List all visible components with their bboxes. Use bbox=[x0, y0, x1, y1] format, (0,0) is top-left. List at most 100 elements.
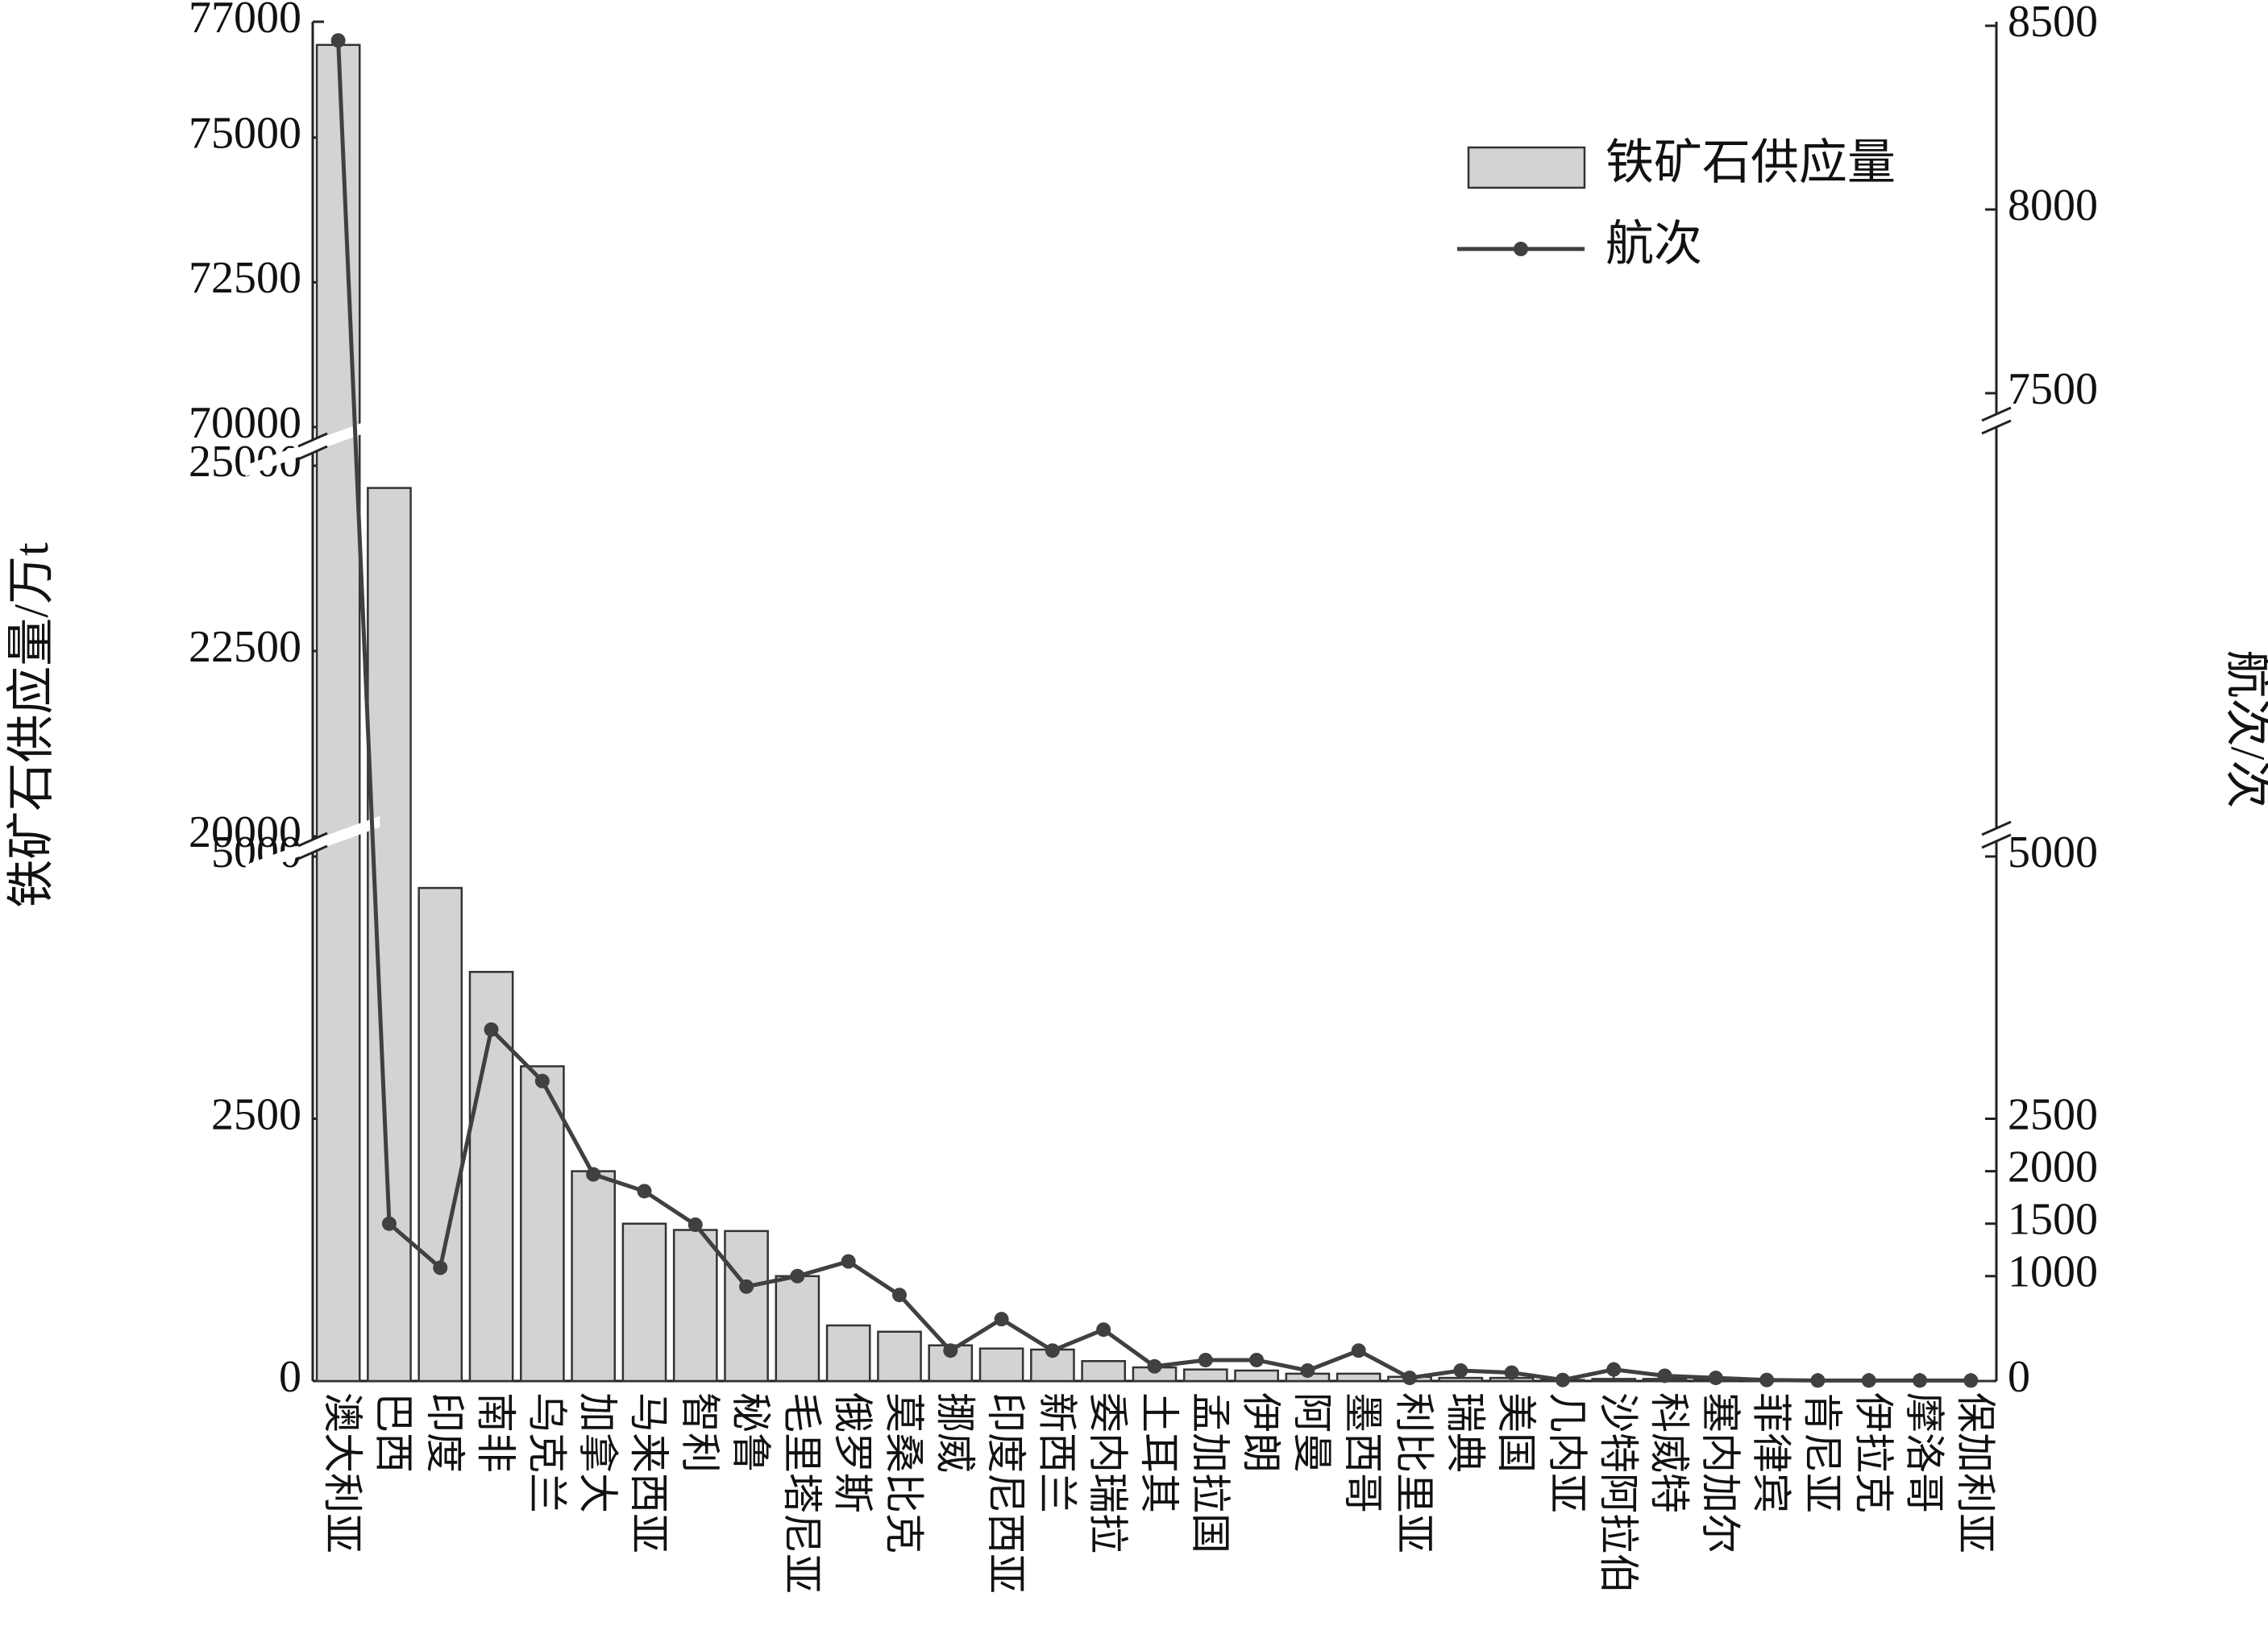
x-tick-label: 南非 bbox=[473, 1392, 518, 1473]
x-tick-label: 几内亚 bbox=[1544, 1392, 1589, 1513]
axis-break-mark bbox=[1981, 406, 2012, 422]
legend-label: 铁矿石供应量 bbox=[1605, 136, 1896, 189]
x-tick-label: 毛里塔尼亚 bbox=[779, 1392, 825, 1594]
marker bbox=[1913, 1373, 1928, 1388]
x-tick-label: 莫桑比克 bbox=[882, 1392, 927, 1553]
x-tick-label: 伊朗 bbox=[1239, 1392, 1284, 1473]
legend-swatch bbox=[1467, 146, 1586, 189]
legend-label: 航次 bbox=[1605, 218, 1702, 271]
bar bbox=[672, 1229, 718, 1383]
axis-break-gap bbox=[1980, 823, 2013, 847]
marker bbox=[1555, 1372, 1570, 1387]
bar bbox=[1081, 1360, 1127, 1383]
marker bbox=[433, 1260, 448, 1275]
bar bbox=[417, 886, 463, 1383]
marker bbox=[586, 1167, 601, 1182]
marker bbox=[1759, 1372, 1775, 1387]
marker bbox=[1810, 1373, 1826, 1388]
axis-break-mark bbox=[297, 445, 328, 461]
y2-tick-label: 7500 bbox=[2008, 364, 2098, 414]
axis-break-mark bbox=[297, 832, 328, 848]
marker bbox=[1708, 1371, 1723, 1386]
bar bbox=[621, 1222, 667, 1383]
y-axis-title: 铁矿石供应量/万t bbox=[5, 542, 58, 908]
bar bbox=[825, 1324, 871, 1383]
x-tick-label: 委内瑞拉 bbox=[1086, 1392, 1131, 1553]
marker bbox=[484, 1022, 499, 1037]
marker bbox=[1504, 1365, 1519, 1380]
x-tick-label: 沙特阿拉伯 bbox=[1596, 1392, 1641, 1594]
y-tick-label: 70000 bbox=[189, 398, 301, 448]
marker bbox=[1861, 1373, 1876, 1388]
y-tick-label: 72500 bbox=[189, 253, 301, 303]
marker bbox=[330, 33, 346, 48]
bar bbox=[877, 1330, 922, 1383]
axis-break-mark bbox=[297, 844, 328, 861]
x-tick-label: 新西兰 bbox=[1034, 1392, 1079, 1513]
axis-break-mark bbox=[1981, 833, 2012, 849]
x-tick-label: 智利 bbox=[677, 1392, 722, 1473]
bar bbox=[775, 1275, 820, 1383]
bar bbox=[1182, 1368, 1228, 1383]
y2-tick-label: 2000 bbox=[2008, 1142, 2098, 1192]
x-tick-label: 摩洛哥 bbox=[1902, 1392, 1947, 1513]
marker bbox=[1198, 1352, 1213, 1367]
x-tick-label: 印度 bbox=[422, 1392, 467, 1473]
marker bbox=[1606, 1362, 1622, 1377]
y-tick-label: 22500 bbox=[189, 622, 301, 672]
marker bbox=[1300, 1362, 1315, 1378]
marker bbox=[637, 1184, 652, 1199]
bar bbox=[468, 970, 514, 1383]
marker bbox=[1402, 1371, 1418, 1386]
bar bbox=[315, 44, 361, 1383]
marker bbox=[687, 1217, 703, 1233]
marker bbox=[790, 1268, 805, 1284]
marker bbox=[1045, 1343, 1060, 1358]
y2-tick-label: 2500 bbox=[2008, 1089, 2098, 1139]
y-tick-label: 20000 bbox=[189, 807, 301, 857]
x-tick-label: 土耳其 bbox=[1136, 1392, 1182, 1513]
x-tick-label: 印度尼西亚 bbox=[983, 1392, 1028, 1594]
legend-marker bbox=[1514, 242, 1528, 256]
y2-tick-label: 8000 bbox=[2008, 180, 2098, 230]
bar bbox=[1591, 1378, 1637, 1383]
marker bbox=[534, 1073, 550, 1089]
bar bbox=[520, 1065, 565, 1383]
x-tick-label: 俄罗斯 bbox=[830, 1392, 875, 1513]
x-tick-label: 塞内加尔 bbox=[1697, 1392, 1743, 1553]
x-tick-label: 挪威 bbox=[933, 1392, 978, 1473]
axis-break-gap bbox=[245, 416, 380, 477]
marker bbox=[739, 1279, 754, 1294]
marker bbox=[1657, 1368, 1672, 1383]
x-tick-label: 美国 bbox=[1493, 1392, 1539, 1473]
y2-tick-label: 1000 bbox=[2008, 1247, 2098, 1297]
y2-axis-title: 航次/次 bbox=[2221, 650, 2268, 809]
y2-tick-label: 5000 bbox=[2008, 827, 2098, 877]
bar bbox=[367, 487, 412, 1383]
y-tick-label: 77000 bbox=[189, 0, 301, 43]
y2-tick-label: 8500 bbox=[2008, 0, 2098, 47]
x-tick-label: 秘鲁 bbox=[729, 1392, 774, 1473]
marker bbox=[994, 1312, 1009, 1327]
marker bbox=[1963, 1373, 1979, 1388]
x-tick-label: 菲律宾 bbox=[1749, 1392, 1794, 1513]
marker bbox=[841, 1254, 856, 1269]
axis-break-mark bbox=[297, 432, 328, 448]
bar bbox=[978, 1347, 1024, 1383]
x-tick-label: 乌克兰 bbox=[524, 1392, 569, 1513]
marker bbox=[1096, 1322, 1111, 1338]
y-tick-label: 75000 bbox=[189, 109, 301, 159]
x-tick-label: 利比里亚 bbox=[1392, 1392, 1437, 1553]
x-tick-label: 孟加拉国 bbox=[1187, 1392, 1232, 1553]
marker bbox=[381, 1216, 397, 1231]
x-tick-label: 阿曼 bbox=[1290, 1392, 1335, 1473]
marker bbox=[891, 1288, 907, 1303]
y-tick-label: 0 bbox=[279, 1352, 301, 1402]
axis-break-gap bbox=[1980, 409, 2013, 433]
x-tick-label: 加拿大 bbox=[575, 1392, 621, 1513]
y-tick-label: 2500 bbox=[211, 1089, 301, 1139]
bar bbox=[571, 1170, 617, 1383]
axis-break-mark bbox=[1981, 419, 2012, 435]
bar bbox=[724, 1230, 769, 1383]
